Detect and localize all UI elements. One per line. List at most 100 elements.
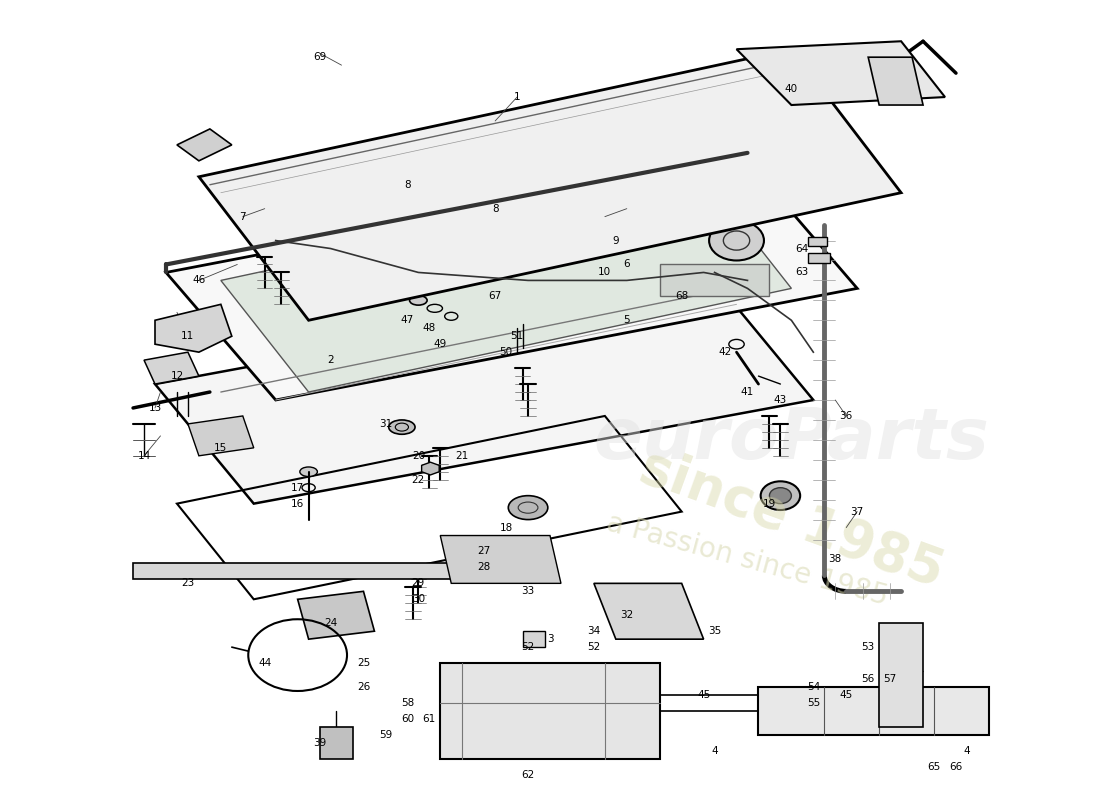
Text: 31: 31 — [378, 419, 392, 429]
Text: 29: 29 — [411, 578, 425, 588]
Text: 4: 4 — [712, 746, 718, 756]
Text: 11: 11 — [182, 331, 195, 342]
Text: 69: 69 — [314, 52, 327, 62]
Text: 40: 40 — [784, 84, 798, 94]
Text: a Passion since 1985: a Passion since 1985 — [604, 508, 891, 610]
Ellipse shape — [300, 467, 318, 477]
Text: 2: 2 — [327, 355, 334, 365]
Polygon shape — [320, 727, 352, 758]
Ellipse shape — [388, 420, 415, 434]
Text: 42: 42 — [719, 347, 733, 357]
Text: 10: 10 — [598, 267, 612, 278]
Polygon shape — [133, 563, 528, 579]
Text: 44: 44 — [258, 658, 272, 668]
Polygon shape — [166, 161, 857, 400]
Text: 59: 59 — [378, 730, 392, 740]
Text: 38: 38 — [828, 554, 842, 565]
Text: 54: 54 — [806, 682, 820, 692]
Text: 22: 22 — [411, 474, 425, 485]
Text: 46: 46 — [192, 275, 206, 286]
Text: 52: 52 — [587, 642, 601, 652]
Polygon shape — [221, 177, 791, 392]
Ellipse shape — [315, 604, 346, 623]
Text: 57: 57 — [883, 674, 896, 684]
Text: 32: 32 — [620, 610, 634, 620]
Text: 35: 35 — [708, 626, 722, 636]
Text: 62: 62 — [521, 770, 535, 780]
Ellipse shape — [508, 496, 548, 519]
Text: 43: 43 — [773, 395, 786, 405]
Text: 6: 6 — [624, 259, 630, 270]
Text: 14: 14 — [138, 451, 151, 461]
Text: 63: 63 — [795, 267, 808, 278]
Text: 39: 39 — [314, 738, 327, 748]
Text: 45: 45 — [839, 690, 853, 700]
Polygon shape — [177, 129, 232, 161]
Polygon shape — [868, 57, 923, 105]
Text: 65: 65 — [927, 762, 940, 772]
Text: 60: 60 — [400, 714, 414, 724]
Polygon shape — [298, 591, 374, 639]
Text: 36: 36 — [839, 411, 853, 421]
Text: 9: 9 — [613, 235, 619, 246]
Text: 41: 41 — [741, 387, 755, 397]
Text: 33: 33 — [521, 586, 535, 596]
Polygon shape — [155, 304, 232, 352]
Text: 27: 27 — [477, 546, 491, 557]
Text: 7: 7 — [240, 212, 246, 222]
Ellipse shape — [761, 482, 800, 510]
Text: 45: 45 — [697, 690, 711, 700]
Polygon shape — [188, 416, 254, 456]
Text: 64: 64 — [795, 243, 808, 254]
Text: 66: 66 — [949, 762, 962, 772]
Text: 5: 5 — [624, 315, 630, 326]
Text: 8: 8 — [492, 204, 498, 214]
Polygon shape — [199, 50, 901, 320]
Ellipse shape — [409, 295, 427, 305]
Text: 61: 61 — [422, 714, 436, 724]
Text: 21: 21 — [455, 451, 469, 461]
Polygon shape — [440, 663, 660, 758]
Text: 15: 15 — [214, 443, 228, 453]
Ellipse shape — [710, 221, 764, 261]
Polygon shape — [737, 42, 945, 105]
Text: 18: 18 — [499, 522, 513, 533]
Text: 47: 47 — [400, 315, 414, 326]
Text: 52: 52 — [521, 642, 535, 652]
Text: 8: 8 — [404, 180, 410, 190]
Text: 50: 50 — [499, 347, 513, 357]
Text: 56: 56 — [861, 674, 875, 684]
Text: 53: 53 — [861, 642, 875, 652]
Text: 26: 26 — [356, 682, 370, 692]
Text: 34: 34 — [587, 626, 601, 636]
Text: 12: 12 — [170, 371, 184, 381]
Polygon shape — [421, 462, 439, 475]
Text: 19: 19 — [762, 498, 777, 509]
Text: 4: 4 — [964, 746, 970, 756]
Text: 16: 16 — [292, 498, 305, 509]
Polygon shape — [807, 237, 826, 246]
Text: euroParts: euroParts — [594, 406, 989, 474]
Text: 20: 20 — [411, 451, 425, 461]
Polygon shape — [522, 631, 544, 647]
Polygon shape — [155, 281, 813, 504]
Text: 55: 55 — [806, 698, 820, 708]
Polygon shape — [759, 687, 989, 735]
Text: 1: 1 — [514, 92, 520, 102]
Text: since 1985: since 1985 — [632, 441, 950, 598]
Polygon shape — [660, 265, 769, 296]
Polygon shape — [594, 583, 704, 639]
Text: 13: 13 — [148, 403, 162, 413]
Text: 51: 51 — [510, 331, 524, 342]
Text: 30: 30 — [411, 594, 425, 604]
Polygon shape — [807, 253, 829, 263]
Text: 37: 37 — [850, 506, 864, 517]
Polygon shape — [879, 623, 923, 727]
Ellipse shape — [769, 488, 791, 504]
Text: 28: 28 — [477, 562, 491, 573]
Text: 17: 17 — [292, 482, 305, 493]
Text: 25: 25 — [356, 658, 370, 668]
Text: 24: 24 — [323, 618, 338, 628]
Text: 58: 58 — [400, 698, 414, 708]
Text: 3: 3 — [547, 634, 553, 644]
